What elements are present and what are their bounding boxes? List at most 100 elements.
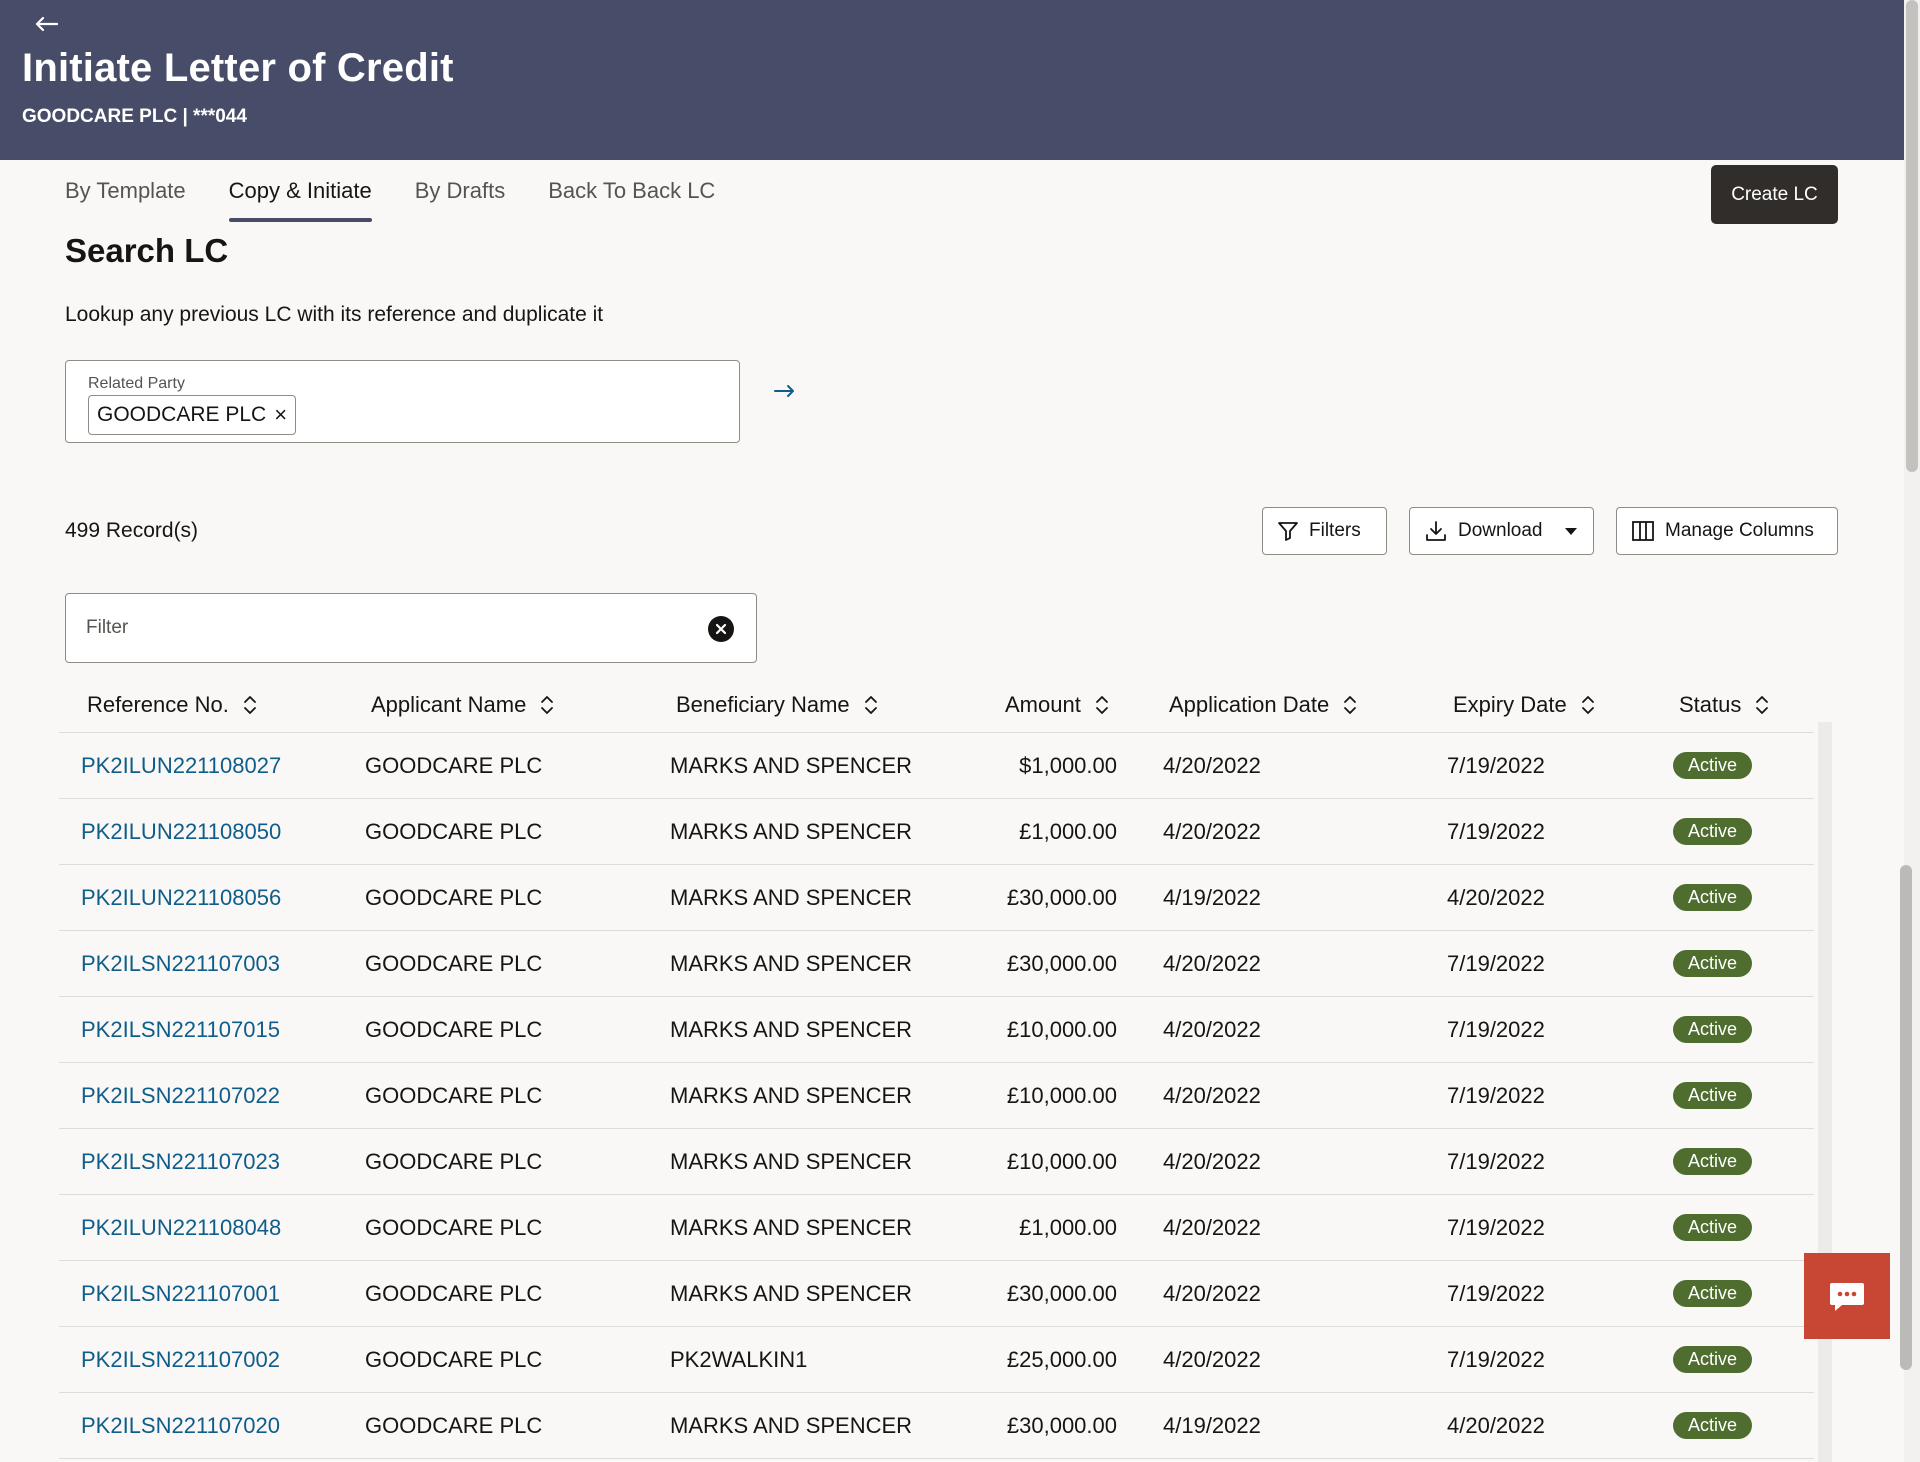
tab-back-to-back-lc[interactable]: Back To Back LC	[548, 178, 716, 203]
back-button[interactable]	[28, 8, 64, 40]
applicant-cell: GOODCARE PLC	[365, 818, 543, 844]
reference-cell[interactable]: PK2ILUN221108027	[81, 752, 282, 778]
reference-cell[interactable]: PK2ILSN221107020	[81, 1412, 280, 1438]
related-party-field[interactable]: Related Party GOODCARE PLC ×	[65, 360, 740, 443]
table-row[interactable]: PK2ILSN221107020 GOODCARE PLC MARKS AND SP…	[59, 1393, 1814, 1459]
reference-cell[interactable]: PK2ILSN221107001	[81, 1280, 280, 1306]
column-header-applicant-name[interactable]: Applicant Name	[371, 677, 554, 733]
record-count: 499 Record(s)	[65, 519, 199, 542]
manage-columns-button[interactable]: Manage Columns	[1616, 507, 1838, 555]
column-header-label: Expiry Date	[1453, 692, 1567, 717]
column-header-application-date[interactable]: Application Date	[1169, 677, 1357, 733]
expiry-date-cell: 7/19/2022	[1447, 1148, 1545, 1174]
sort-icon[interactable]	[1343, 695, 1357, 715]
tab-by-drafts[interactable]: By Drafts	[414, 178, 506, 203]
application-date-cell: 4/19/2022	[1163, 1412, 1261, 1438]
tab-copy-initiate[interactable]: Copy & Initiate	[228, 178, 372, 222]
status-cell: Active	[1673, 1327, 1753, 1392]
application-date-cell: 4/20/2022	[1163, 1148, 1261, 1174]
reference-cell[interactable]: PK2ILUN221108056	[81, 884, 282, 910]
application-date-cell: 4/20/2022	[1163, 1280, 1261, 1306]
chat-button[interactable]	[1804, 1253, 1890, 1339]
column-header-label: Application Date	[1169, 692, 1330, 717]
table-row[interactable]: PK2ILSN221107022 GOODCARE PLC MARKS AND SP…	[59, 1063, 1814, 1129]
section-title: Search LC	[65, 232, 229, 269]
sort-icon[interactable]	[540, 695, 554, 715]
applicant-cell: GOODCARE PLC	[365, 1214, 543, 1240]
reference-cell[interactable]: PK2ILSN221107003	[81, 950, 280, 976]
reference-cell[interactable]: PK2ILSN221107023	[81, 1148, 280, 1174]
application-date-cell: 4/20/2022	[1163, 1214, 1261, 1240]
applicant-cell: GOODCARE PLC	[365, 950, 543, 976]
table-row[interactable]: PK2ILUN221108027 GOODCARE PLC MARKS AND SP…	[59, 733, 1814, 799]
table-filter	[65, 593, 757, 663]
reference-cell[interactable]: PK2ILUN221108050	[81, 818, 282, 844]
column-header-beneficiary-name[interactable]: Beneficiary Name	[676, 677, 878, 733]
table-row[interactable]: PK2ILUN221108050 GOODCARE PLC MARKS AND SP…	[59, 799, 1814, 865]
table-row[interactable]: PK2ILSN221107023 GOODCARE PLC MARKS AND SP…	[59, 1129, 1814, 1195]
download-icon	[1426, 521, 1446, 541]
close-circle-icon[interactable]	[708, 616, 734, 642]
filters-button[interactable]: Filters	[1262, 507, 1387, 555]
column-header-expiry-date[interactable]: Expiry Date	[1453, 677, 1595, 733]
table-row[interactable]: PK2ILSN221107002 GOODCARE PLC PK2WALKIN1 £2…	[59, 1327, 1814, 1393]
page-scrollbar-thumb-secondary[interactable]	[1900, 865, 1912, 1370]
funnel-icon	[1278, 522, 1298, 541]
reference-cell[interactable]: PK2ILSN221107002	[81, 1346, 280, 1372]
expiry-date-cell: 7/19/2022	[1447, 752, 1545, 778]
status-badge: Active	[1673, 950, 1753, 977]
reference-cell[interactable]: PK2ILSN221107015	[81, 1016, 280, 1042]
table-row[interactable]: PK2ILUN221108048 GOODCARE PLC MARKS AND SP…	[59, 1195, 1814, 1261]
beneficiary-cell: MARKS AND SPENCER	[670, 884, 913, 910]
column-header-status[interactable]: Status	[1679, 677, 1769, 733]
reference-cell[interactable]: PK2ILUN221108048	[81, 1214, 282, 1240]
status-badge: Active	[1673, 1016, 1753, 1043]
beneficiary-cell: MARKS AND SPENCER	[670, 1016, 913, 1042]
status-cell: Active	[1673, 1063, 1753, 1128]
table-row[interactable]: PK2ILSN221107015 GOODCARE PLC MARKS AND SP…	[59, 997, 1814, 1063]
filter-input[interactable]	[86, 610, 666, 646]
search-go-button[interactable]	[770, 376, 800, 406]
chat-icon	[1830, 1283, 1864, 1311]
sort-icon[interactable]	[864, 695, 878, 715]
column-header-amount[interactable]: Amount	[1005, 677, 1109, 733]
amount-cell: £1,000.00	[1019, 818, 1117, 844]
applicant-cell: GOODCARE PLC	[365, 1280, 543, 1306]
sort-icon[interactable]	[1755, 695, 1769, 715]
amount-cell: £30,000.00	[1006, 1280, 1117, 1306]
sort-icon[interactable]	[1095, 695, 1109, 715]
amount-cell: £10,000.00	[1006, 1082, 1117, 1108]
column-header-reference-no[interactable]: Reference No.	[87, 677, 257, 733]
related-party-chip: GOODCARE PLC ×	[88, 395, 297, 435]
download-button[interactable]: Download	[1409, 507, 1594, 555]
expiry-date-cell: 7/19/2022	[1447, 1016, 1545, 1042]
sort-icon[interactable]	[243, 695, 257, 715]
filters-button-label: Filters	[1309, 520, 1361, 541]
applicant-cell: GOODCARE PLC	[365, 1148, 543, 1174]
manage-columns-label: Manage Columns	[1665, 520, 1814, 541]
beneficiary-cell: MARKS AND SPENCER	[670, 752, 913, 778]
table-row[interactable]: PK2ILSN221107001 GOODCARE PLC MARKS AND SP…	[59, 1261, 1814, 1327]
applicant-cell: GOODCARE PLC	[365, 1412, 543, 1438]
table-row[interactable]: PK2ILUN221108056 GOODCARE PLC MARKS AND SP…	[59, 865, 1814, 931]
chip-close-icon[interactable]: ×	[274, 402, 288, 427]
create-lc-button[interactable]: Create LC	[1711, 165, 1838, 224]
arrow-left-icon	[35, 16, 58, 32]
application-date-cell: 4/20/2022	[1163, 950, 1261, 976]
application-date-cell: 4/20/2022	[1163, 752, 1261, 778]
application-date-cell: 4/20/2022	[1163, 818, 1261, 844]
column-header-label: Status	[1679, 692, 1742, 717]
application-date-cell: 4/20/2022	[1163, 1346, 1261, 1372]
sort-icon[interactable]	[1581, 695, 1595, 715]
page-scrollbar-thumb[interactable]	[1906, 0, 1918, 472]
expiry-date-cell: 7/19/2022	[1447, 1280, 1545, 1306]
status-cell: Active	[1673, 1195, 1753, 1260]
chevron-down-icon	[1564, 527, 1577, 535]
table-scrollbar[interactable]	[1818, 722, 1832, 1462]
applicant-cell: GOODCARE PLC	[365, 1346, 543, 1372]
table-row[interactable]: PK2ILSN221107003 GOODCARE PLC MARKS AND SP…	[59, 931, 1814, 997]
tab-by-template[interactable]: By Template	[65, 178, 186, 203]
application-date-cell: 4/20/2022	[1163, 1016, 1261, 1042]
reference-cell[interactable]: PK2ILSN221107022	[81, 1082, 280, 1108]
status-badge: Active	[1673, 1412, 1753, 1439]
